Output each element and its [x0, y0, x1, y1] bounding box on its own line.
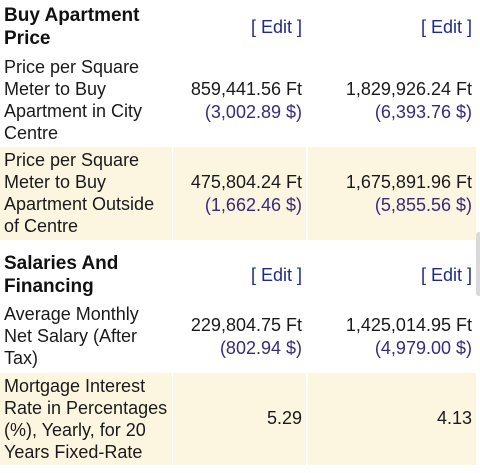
value-primary: 229,804.75 Ft: [190, 315, 302, 335]
edit-link-city-b[interactable]: [ Edit ]: [420, 17, 472, 37]
row-label-line: Net Salary (After: [4, 326, 138, 346]
row-label-line: Apartment in City: [4, 101, 143, 121]
scrollbar-thumb[interactable]: [476, 232, 480, 296]
table-row: Price per Square Meter to Buy Apartment …: [0, 52, 476, 147]
row-label-line: (%), Yearly, for 20: [4, 420, 146, 440]
row-label-line: Meter to Buy: [4, 172, 107, 192]
edit-link-city-b[interactable]: [ Edit ]: [420, 265, 472, 285]
value-city-b: 1,675,891.96 Ft (5,855.56 $): [346, 171, 472, 216]
row-label-line: Tax): [4, 348, 39, 368]
table-row: Price per Square Meter to Buy Apartment …: [0, 147, 476, 240]
row-label-line: Price per Square: [4, 150, 140, 170]
edit-link-city-a[interactable]: [ Edit ]: [250, 265, 302, 285]
edit-link-city-a[interactable]: [ Edit ]: [250, 17, 302, 37]
value-primary: 1,425,014.95 Ft: [345, 315, 472, 335]
value-primary: 4.13: [436, 408, 472, 428]
row-label-line: Average Monthly: [4, 304, 139, 324]
value-city-a: 859,441.56 Ft (3,002.89 $): [191, 78, 302, 123]
value-primary: 859,441.56 Ft: [190, 79, 302, 99]
value-secondary: (1,662.46 $): [204, 194, 302, 215]
value-city-a: 475,804.24 Ft (1,662.46 $): [191, 171, 302, 216]
row-label-line: Apartment Outside: [4, 194, 155, 214]
value-primary: 1,829,926.24 Ft: [345, 79, 472, 99]
section-header-salaries: Salaries And Financing [ Edit ] [ Edit ]: [0, 240, 476, 300]
row-label-line: Meter to Buy: [4, 79, 107, 99]
row-label-line: Rate in Percentages: [4, 398, 168, 418]
table-row: Mortgage Interest Rate in Percentages (%…: [0, 373, 476, 465]
row-label-line: Mortgage Interest: [4, 376, 146, 396]
value-secondary: (802.94 $): [219, 337, 302, 358]
section-title-line2: Financing: [4, 276, 94, 297]
value-city-b: 1,425,014.95 Ft (4,979.00 $): [346, 314, 472, 359]
value-secondary: (5,855.56 $): [374, 194, 472, 215]
value-secondary: (6,393.76 $): [374, 101, 472, 122]
value-city-b: 1,829,926.24 Ft (6,393.76 $): [346, 78, 472, 123]
row-label-line: Price per Square: [4, 57, 140, 77]
row-label-line: Years Fixed-Rate: [4, 442, 143, 462]
value-primary: 475,804.24 Ft: [190, 172, 302, 192]
row-label-line: of Centre: [4, 216, 79, 236]
value-city-a: 229,804.75 Ft (802.94 $): [191, 314, 302, 359]
value-primary: 5.29: [266, 408, 302, 428]
table-row: Average Monthly Net Salary (After Tax) 2…: [0, 300, 476, 373]
section-title-line1: Salaries And: [4, 253, 119, 274]
value-city-b: 4.13: [437, 407, 472, 430]
section-title-line1: Buy Apartment: [4, 5, 140, 26]
row-label-line: Centre: [4, 123, 59, 143]
section-header-buy-apartment: Buy Apartment Price [ Edit ] [ Edit ]: [0, 0, 476, 52]
value-primary: 1,675,891.96 Ft: [345, 172, 472, 192]
value-secondary: (3,002.89 $): [204, 101, 302, 122]
section-title-line2: Price: [4, 28, 51, 49]
value-city-a: 5.29: [267, 407, 302, 430]
value-secondary: (4,979.00 $): [374, 337, 472, 358]
